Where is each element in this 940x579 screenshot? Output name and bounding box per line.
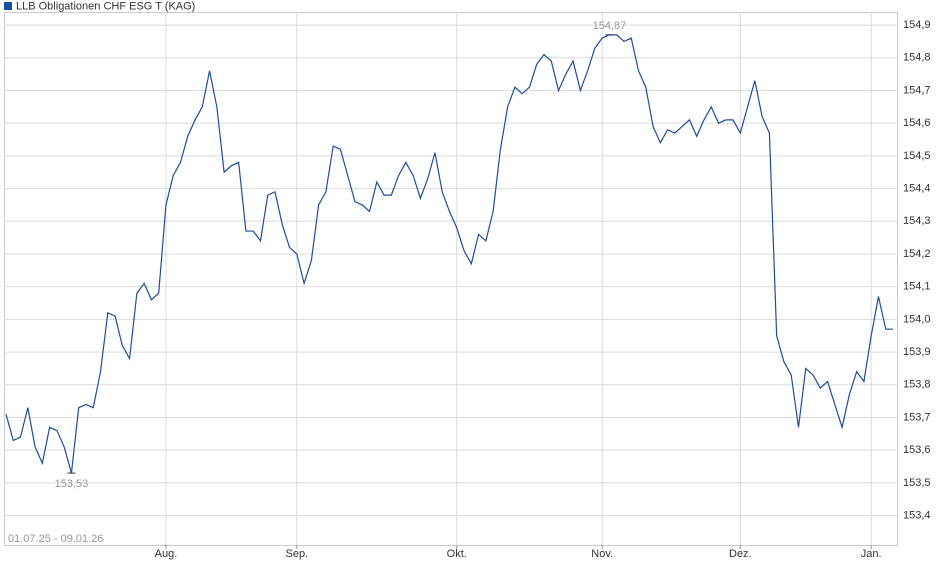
y-tick-label: 154,8 (903, 52, 931, 64)
y-tick-label: 154,7 (903, 84, 931, 96)
x-tick-label: Sep. (285, 548, 308, 560)
y-tick-label: 154,3 (903, 215, 931, 227)
date-range: 01.07.25 - 09.01.26 (8, 533, 103, 545)
x-tick-label: Dez. (729, 548, 752, 560)
y-tick-label: 153,8 (903, 379, 931, 391)
y-tick-label: 153,9 (903, 346, 931, 358)
x-tick-label: Aug. (155, 548, 178, 560)
y-tick-label: 153,5 (903, 477, 931, 489)
plot-frame (4, 12, 898, 546)
x-tick-label: Okt. (447, 548, 467, 560)
x-tick-label: Nov. (591, 548, 613, 560)
y-tick-label: 154,6 (903, 117, 931, 129)
y-tick-label: 154,9 (903, 19, 931, 31)
line-series (5, 34, 893, 474)
y-tick-label: 154,2 (903, 248, 931, 260)
y-tick-label: 154,4 (903, 182, 931, 194)
x-tick-label: Jan. (861, 548, 882, 560)
y-tick-label: 154,1 (903, 281, 931, 293)
y-tick-label: 153,4 (903, 509, 931, 521)
value-label: 154,87 (593, 20, 627, 32)
y-tick-label: 153,7 (903, 411, 931, 423)
y-tick-label: 153,6 (903, 444, 931, 456)
legend-swatch (4, 2, 12, 10)
value-label: 153,53 (55, 478, 89, 490)
y-tick-label: 154,0 (903, 313, 931, 325)
legend-label: LLB Obligationen CHF ESG T (KAG) (16, 0, 195, 12)
y-tick-label: 154,5 (903, 150, 931, 162)
